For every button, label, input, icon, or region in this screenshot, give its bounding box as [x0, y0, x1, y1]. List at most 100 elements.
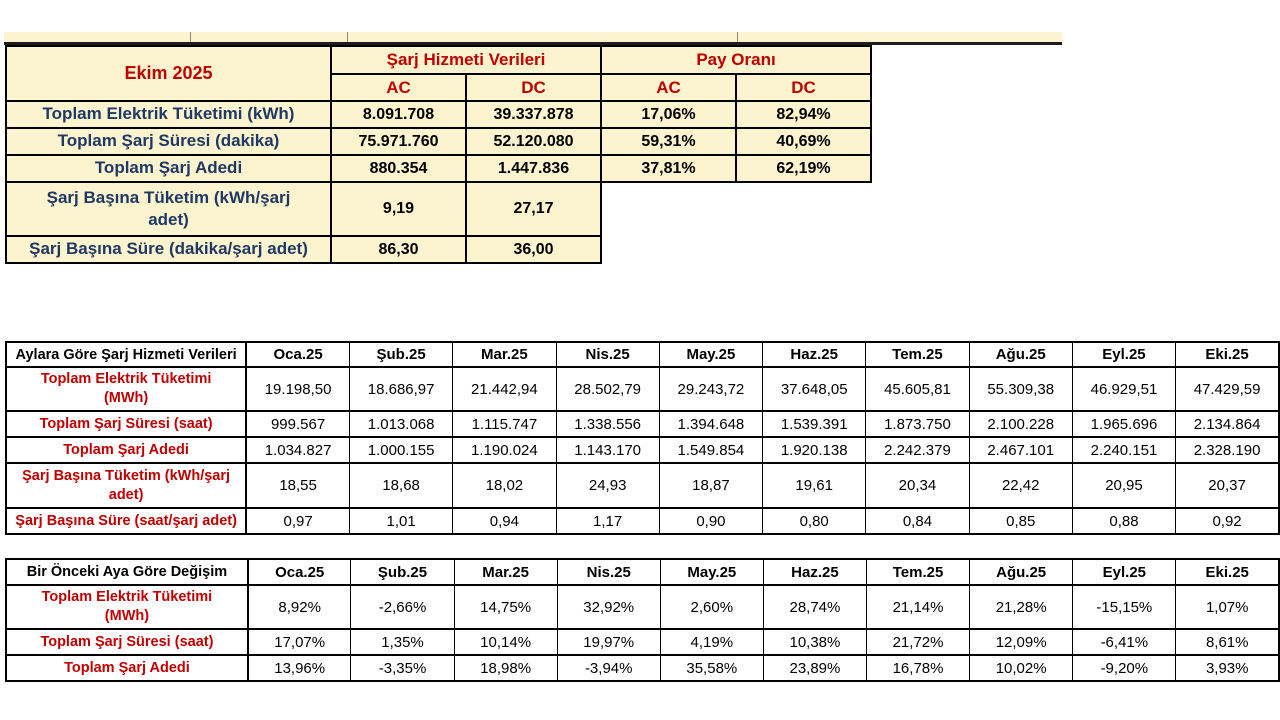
cell-value: 2.242.379 [865, 436, 970, 464]
cell-value: 9,19 [330, 181, 467, 237]
group-header-share: Pay Oranı [600, 45, 872, 75]
month-header: Nis.25 [555, 341, 660, 368]
month-header: Oca.25 [245, 341, 350, 368]
cell-value: 55.309,38 [968, 366, 1073, 412]
table-row: Toplam Şarj Adedi 13,96% -3,35% 18,98% -3,94… [5, 654, 1280, 682]
row-label: Toplam Şarj Adedi [5, 154, 332, 183]
cell-value: 59,31% [600, 127, 737, 156]
month-header: Ağu.25 [969, 558, 1074, 586]
month-header: Nis.25 [556, 558, 661, 586]
cell-value: 37,81% [600, 154, 737, 183]
cell-value: 32,92% [556, 584, 661, 630]
summary-title: Ekim 2025 [5, 45, 332, 102]
row-label: Toplam Elektrik Tüketimi (MWh) [5, 366, 248, 412]
cell-value: 75.971.760 [330, 127, 467, 156]
cell-value: 0,90 [658, 507, 764, 535]
cell-value: 3,93% [1175, 654, 1280, 682]
cell-value: 19.198,50 [245, 366, 350, 412]
group-header-charge-data: Şarj Hizmeti Verileri [330, 45, 602, 75]
cell-value: 1,35% [350, 628, 455, 656]
row-label: Toplam Şarj Adedi [5, 654, 249, 682]
cell-value: -9,20% [1072, 654, 1177, 682]
month-header: Haz.25 [762, 341, 867, 368]
cell-value: 36,00 [465, 235, 602, 264]
row-label: Şarj Başına Tüketim (kWh/şarj adet) [5, 181, 332, 237]
cell-value: 1.447.836 [465, 154, 602, 183]
cell-value: 10,14% [453, 628, 558, 656]
cell-value: 10,38% [762, 628, 867, 656]
cell-value: -3,35% [350, 654, 455, 682]
cell-value: 1.034.827 [245, 436, 350, 464]
cell-value: 14,75% [453, 584, 558, 630]
monthly-table: Aylara Göre Şarj Hizmeti Verileri Oca.25… [5, 341, 1280, 535]
cell-value: 24,93 [555, 462, 660, 509]
cell-value: 40,69% [735, 127, 872, 156]
cell-value: 18.686,97 [348, 366, 454, 412]
summary-subheader-row: AC DC AC DC [6, 73, 872, 102]
row-label: Toplam Elektrik Tüketimi (MWh) [5, 584, 249, 630]
month-header: Oca.25 [247, 558, 352, 586]
cell-value: 21,28% [969, 584, 1074, 630]
cell-value: 0,94 [452, 507, 557, 535]
cell-value: 1.115.747 [452, 410, 557, 438]
row-label: Şarj Başına Süre (saat/şarj adet) [5, 507, 248, 535]
row-label: Toplam Şarj Süresi (saat) [5, 628, 249, 656]
empty-area [601, 236, 871, 263]
cell-value: -6,41% [1072, 628, 1177, 656]
cell-value: 1.549.854 [658, 436, 764, 464]
cell-value: -2,66% [350, 584, 455, 630]
cell-value: 21.442,94 [452, 366, 557, 412]
cell-value: 28,74% [762, 584, 867, 630]
cell-value: 1.338.556 [555, 410, 660, 438]
cell-value: 8,61% [1175, 628, 1280, 656]
cell-value: 2,60% [659, 584, 764, 630]
cell-value: 18,98% [453, 654, 558, 682]
cell-value: 23,89% [762, 654, 867, 682]
cell-value: 0,80 [762, 507, 867, 535]
row-label: Toplam Şarj Adedi [5, 436, 248, 464]
cell-value: 19,61 [762, 462, 867, 509]
cell-value: 17,06% [600, 100, 737, 129]
change-table: Bir Önceki Aya Göre Değişim Oca.25 Şub.25… [5, 558, 1280, 682]
cell-value: 18,87 [658, 462, 764, 509]
cell-value: 4,19% [659, 628, 764, 656]
empty-area [601, 182, 871, 236]
row-label: Toplam Şarj Süresi (saat) [5, 410, 248, 438]
cell-value: 0,84 [865, 507, 970, 535]
cell-value: 52.120.080 [465, 127, 602, 156]
month-header: Şub.25 [348, 341, 454, 368]
cell-value: 1.965.696 [1071, 410, 1177, 438]
month-header: Şub.25 [350, 558, 455, 586]
table-row: Toplam Şarj Süresi (saat) 17,07% 1,35% 10,1… [5, 628, 1280, 656]
cell-value: 2.100.228 [968, 410, 1073, 438]
cell-value: 20,37 [1175, 462, 1280, 509]
cell-value: -3,94% [556, 654, 661, 682]
month-header: Eki.25 [1175, 558, 1280, 586]
divider [737, 32, 738, 42]
cell-value: 0,92 [1175, 507, 1280, 535]
table-row: Toplam Şarj Süresi (saat) 999.567 1.013.06… [5, 410, 1280, 438]
cell-value: 20,95 [1071, 462, 1177, 509]
cell-value: 8.091.708 [330, 100, 467, 129]
cell-value: 1.394.648 [658, 410, 764, 438]
month-header: Eyl.25 [1071, 341, 1177, 368]
change-table-title: Bir Önceki Aya Göre Değişim [5, 558, 249, 586]
cell-value: 1.539.391 [762, 410, 867, 438]
change-header-row: Bir Önceki Aya Göre Değişim Oca.25 Şub.25… [5, 558, 1280, 586]
table-row: Toplam Elektrik Tüketimi (MWh) 8,92% -2,66… [5, 584, 1280, 630]
table-row: Toplam Elektrik Tüketimi (MWh) 19.198,50 1… [5, 366, 1280, 412]
table-row: Şarj Başına Tüketim (kWh/şarj adet) 9,19… [5, 181, 871, 237]
cell-value: 19,97% [556, 628, 661, 656]
month-header: Eyl.25 [1072, 558, 1177, 586]
cell-value: 1.013.068 [348, 410, 454, 438]
month-header: Tem.25 [865, 558, 971, 586]
cell-value: 2.328.190 [1175, 436, 1280, 464]
cell-value: 45.605,81 [865, 366, 970, 412]
cell-value: 21,14% [865, 584, 971, 630]
cell-value: 1,01 [348, 507, 454, 535]
table-row: Toplam Elektrik Tüketimi (kWh) 8.091.708… [5, 100, 872, 129]
cell-value: 27,17 [465, 181, 602, 237]
table-row: Toplam Şarj Süresi (dakika) 75.971.760 5… [5, 127, 872, 156]
cell-value: 13,96% [247, 654, 352, 682]
month-header: Mar.25 [452, 341, 557, 368]
